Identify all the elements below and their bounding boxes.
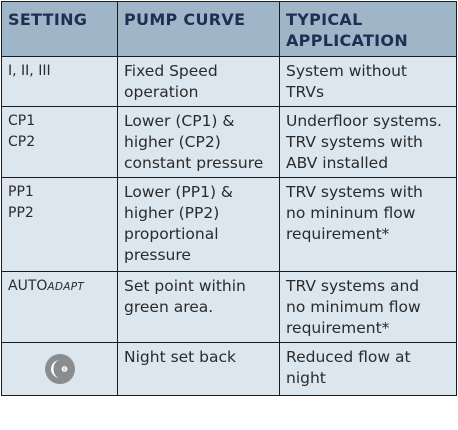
header-pump-curve: PUMP CURVE xyxy=(117,1,280,57)
application-cell: TRV systems and no minimum flow requirem… xyxy=(279,271,457,343)
pump-curve-cell: Night set back xyxy=(117,342,280,396)
setting-cell: I, II, III xyxy=(1,56,118,107)
header-setting: SETTING xyxy=(1,1,118,57)
pump-curve-cell: Set point within green area. xyxy=(117,271,280,343)
pump-curve-cell: Lower (PP1) & higher (PP2) proportional … xyxy=(117,177,280,272)
pump-curve-cell: Lower (CP1) & higher (CP2) constant pres… xyxy=(117,106,280,178)
application-cell: Underfloor systems. TRV systems with ABV… xyxy=(279,106,457,178)
setting-cell: CP1 CP2 xyxy=(1,106,118,178)
header-row: SETTING PUMP CURVE TYPICAL APPLICATION xyxy=(1,1,457,57)
pump-settings-table: SETTING PUMP CURVE TYPICAL APPLICATION I… xyxy=(1,1,457,396)
header-typical-application: TYPICAL APPLICATION xyxy=(279,1,457,57)
setting-cell xyxy=(1,342,118,396)
table-row: Night set back Reduced flow at night xyxy=(1,342,457,396)
pump-curve-cell: Fixed Speed operation xyxy=(117,56,280,107)
setting-cell: PP1 PP2 xyxy=(1,177,118,272)
adapt-label: ADAPT xyxy=(47,281,85,293)
auto-label: AUTO xyxy=(8,278,48,294)
application-cell: TRV systems with no mininum flow require… xyxy=(279,177,457,272)
table-row: AUTOADAPT Set point within green area. T… xyxy=(1,271,457,343)
application-cell: Reduced flow at night xyxy=(279,342,457,396)
table-row: CP1 CP2 Lower (CP1) & higher (CP2) const… xyxy=(1,106,457,178)
table-row: PP1 PP2 Lower (PP1) & higher (PP2) propo… xyxy=(1,177,457,272)
setting-cell: AUTOADAPT xyxy=(1,271,118,343)
night-setback-icon xyxy=(44,354,75,384)
application-cell: System without TRVs xyxy=(279,56,457,107)
table-row: I, II, III Fixed Speed operation System … xyxy=(1,56,457,107)
